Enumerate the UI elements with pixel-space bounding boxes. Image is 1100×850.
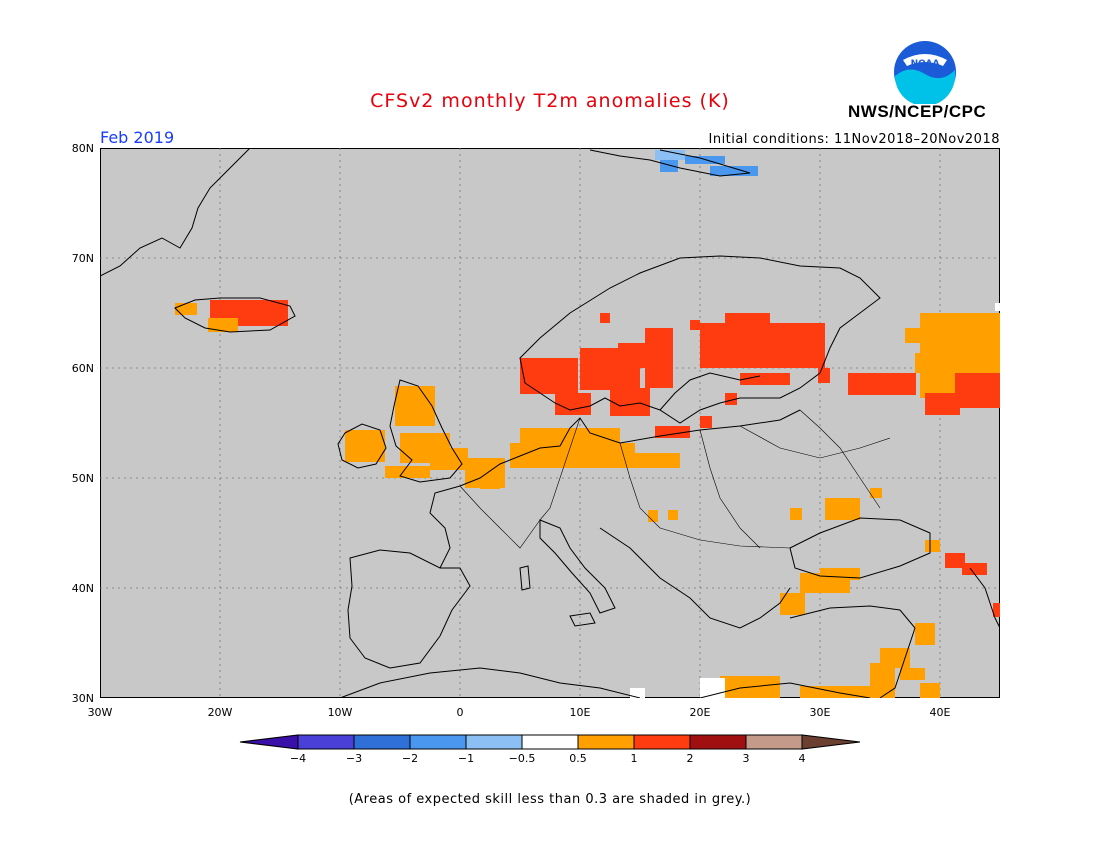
color-legend [239,734,861,750]
initial-conditions: Initial conditions: 11Nov2018–20Nov2018 [708,132,1000,147]
noaa-logo: NOAA [894,41,956,104]
lat-label-60n: 60N [71,362,94,375]
footnote: (Areas of expected skill less than 0.3 a… [348,792,752,807]
legend-label-m1: −1 [457,752,475,765]
legend-label-2: 2 [686,752,694,765]
legend-swatch [577,734,635,750]
lon-label-20e: 20E [689,706,711,719]
lon-label-0: 0 [456,706,464,719]
legend-swatch [745,734,803,750]
legend-swatch [521,734,579,750]
svg-text:NOAA: NOAA [911,59,940,69]
coastlines [100,148,1000,698]
legend-swatch [353,734,411,750]
chart-title: CFSv2 monthly T2m anomalies (K) [370,90,730,112]
legend-swatch [465,734,523,750]
forecast-month: Feb 2019 [100,128,175,147]
lon-label-30e: 30E [809,706,831,719]
legend-label-m2: −2 [401,752,419,765]
legend-label-m05: −0.5 [508,752,536,765]
legend-swatch [409,734,467,750]
lon-label-30w: 30W [87,706,113,719]
legend-label-4: 4 [798,752,806,765]
legend-label-1: 1 [630,752,638,765]
lat-label-50n: 50N [71,472,94,485]
lat-label-80n: 80N [71,142,94,155]
lon-label-10w: 10W [327,706,353,719]
lat-label-40n: 40N [71,582,94,595]
grid-lines [100,148,1000,698]
legend-swatch [689,734,747,750]
agency-label: NWS/NCEP/CPC [848,102,987,121]
legend-label-m3: −3 [345,752,363,765]
legend-swatch [633,734,691,750]
anomaly-cells [175,150,1000,698]
legend-arrow-high [801,734,861,750]
lon-label-10e: 10E [569,706,591,719]
legend-label-3: 3 [742,752,750,765]
lat-label-30n: 30N [71,692,94,705]
lon-label-40e: 40E [929,706,951,719]
legend-label-m4: −4 [289,752,307,765]
legend-arrow-low [239,734,299,750]
lat-label-70n: 70N [71,252,94,265]
legend-label-05: 0.5 [569,752,587,765]
legend-swatch [297,734,355,750]
anomaly-map [100,148,1000,698]
lon-label-20w: 20W [207,706,233,719]
